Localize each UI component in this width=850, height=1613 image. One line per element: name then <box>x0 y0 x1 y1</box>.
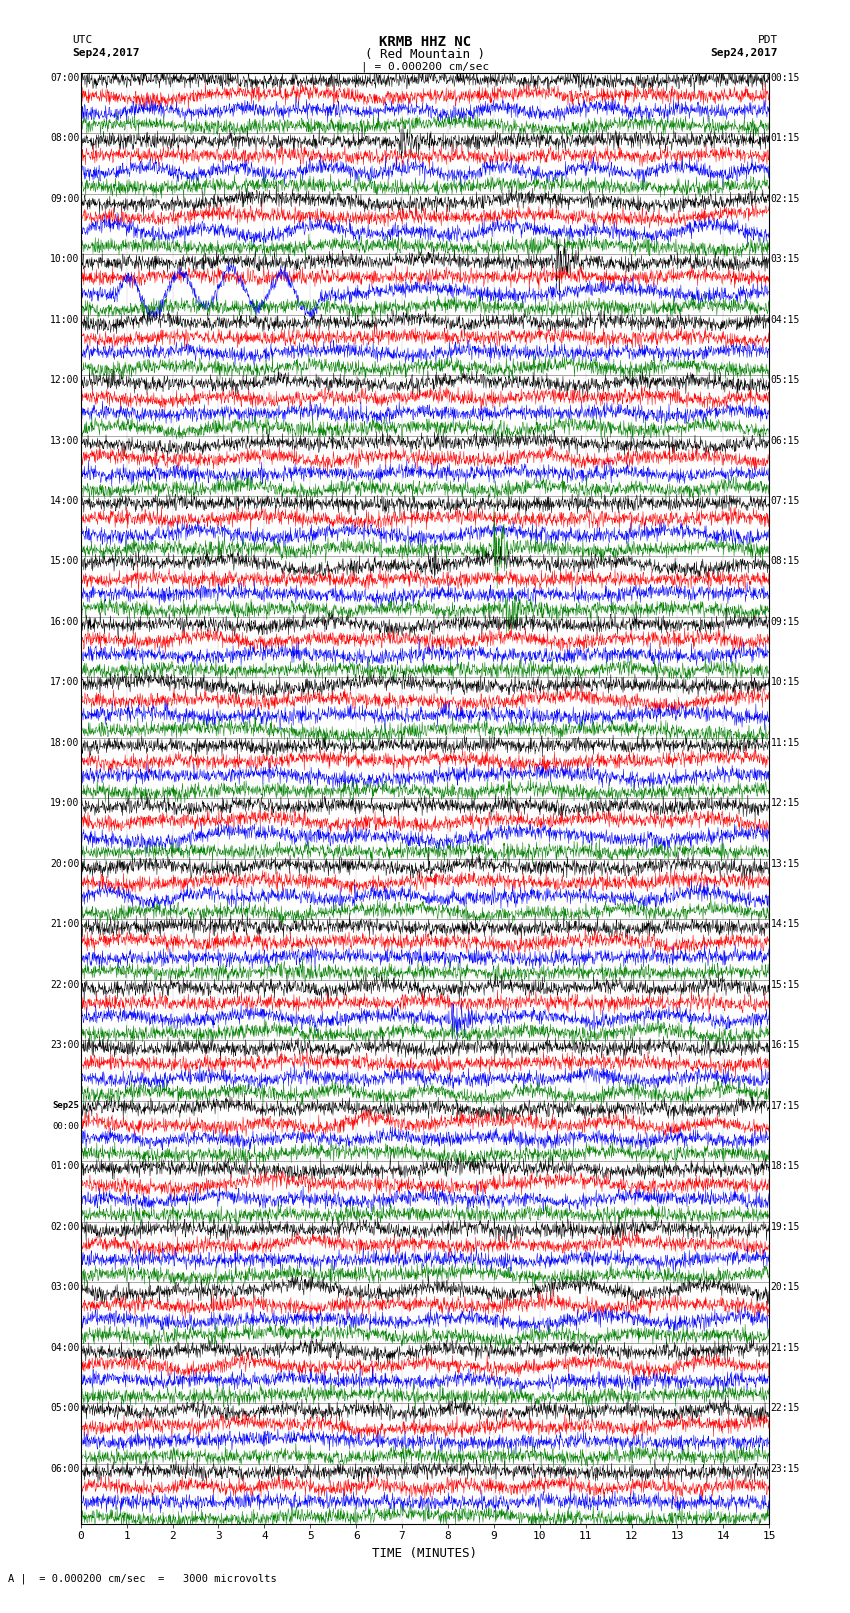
Text: 21:15: 21:15 <box>771 1342 800 1353</box>
Text: 14:15: 14:15 <box>771 919 800 929</box>
Text: 02:15: 02:15 <box>771 194 800 203</box>
Text: 17:15: 17:15 <box>771 1100 800 1111</box>
Text: 23:15: 23:15 <box>771 1465 800 1474</box>
Text: 17:00: 17:00 <box>50 677 79 687</box>
Text: 22:15: 22:15 <box>771 1403 800 1413</box>
Text: 20:00: 20:00 <box>50 858 79 869</box>
Text: 18:15: 18:15 <box>771 1161 800 1171</box>
Text: 07:15: 07:15 <box>771 497 800 506</box>
Text: 06:00: 06:00 <box>50 1465 79 1474</box>
X-axis label: TIME (MINUTES): TIME (MINUTES) <box>372 1547 478 1560</box>
Text: 19:00: 19:00 <box>50 798 79 808</box>
Text: 13:00: 13:00 <box>50 436 79 445</box>
Text: 00:15: 00:15 <box>771 73 800 82</box>
Text: 11:15: 11:15 <box>771 737 800 748</box>
Text: 04:15: 04:15 <box>771 315 800 324</box>
Text: 21:00: 21:00 <box>50 919 79 929</box>
Text: 15:15: 15:15 <box>771 979 800 990</box>
Text: 03:15: 03:15 <box>771 255 800 265</box>
Text: 08:00: 08:00 <box>50 134 79 144</box>
Text: 11:00: 11:00 <box>50 315 79 324</box>
Text: Sep24,2017: Sep24,2017 <box>711 48 778 58</box>
Text: 13:15: 13:15 <box>771 858 800 869</box>
Text: 23:00: 23:00 <box>50 1040 79 1050</box>
Text: Sep24,2017: Sep24,2017 <box>72 48 139 58</box>
Text: Sep25: Sep25 <box>53 1100 79 1110</box>
Text: 20:15: 20:15 <box>771 1282 800 1292</box>
Text: 12:00: 12:00 <box>50 376 79 386</box>
Text: PDT: PDT <box>757 35 778 45</box>
Text: 08:15: 08:15 <box>771 556 800 566</box>
Text: 14:00: 14:00 <box>50 497 79 506</box>
Text: 07:00: 07:00 <box>50 73 79 82</box>
Text: 00:00: 00:00 <box>53 1123 79 1131</box>
Text: 09:15: 09:15 <box>771 618 800 627</box>
Text: 12:15: 12:15 <box>771 798 800 808</box>
Text: 06:15: 06:15 <box>771 436 800 445</box>
Text: 04:00: 04:00 <box>50 1342 79 1353</box>
Text: 05:15: 05:15 <box>771 376 800 386</box>
Text: 01:15: 01:15 <box>771 134 800 144</box>
Text: 10:00: 10:00 <box>50 255 79 265</box>
Text: ( Red Mountain ): ( Red Mountain ) <box>365 48 485 61</box>
Text: 22:00: 22:00 <box>50 979 79 990</box>
Text: 15:00: 15:00 <box>50 556 79 566</box>
Text: 18:00: 18:00 <box>50 737 79 748</box>
Text: KRMB HHZ NC: KRMB HHZ NC <box>379 35 471 50</box>
Text: UTC: UTC <box>72 35 93 45</box>
Text: 05:00: 05:00 <box>50 1403 79 1413</box>
Text: 16:15: 16:15 <box>771 1040 800 1050</box>
Text: 02:00: 02:00 <box>50 1223 79 1232</box>
Text: 09:00: 09:00 <box>50 194 79 203</box>
Text: 10:15: 10:15 <box>771 677 800 687</box>
Text: A |  = 0.000200 cm/sec  =   3000 microvolts: A | = 0.000200 cm/sec = 3000 microvolts <box>8 1573 277 1584</box>
Text: 01:00: 01:00 <box>50 1161 79 1171</box>
Text: 19:15: 19:15 <box>771 1223 800 1232</box>
Text: | = 0.000200 cm/sec: | = 0.000200 cm/sec <box>361 61 489 73</box>
Text: 03:00: 03:00 <box>50 1282 79 1292</box>
Text: 16:00: 16:00 <box>50 618 79 627</box>
